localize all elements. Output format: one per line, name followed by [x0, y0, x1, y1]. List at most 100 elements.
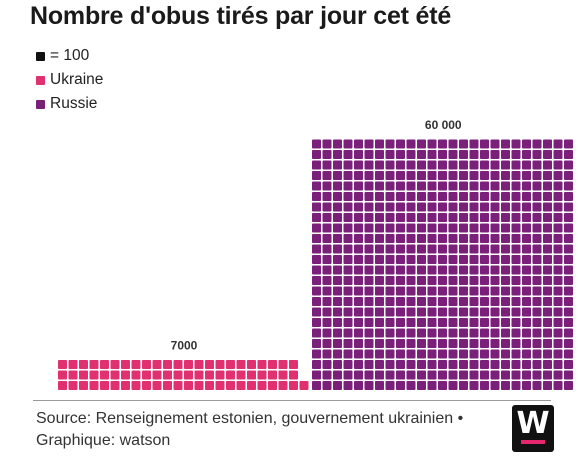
waffle-square — [299, 381, 309, 390]
waffle-square — [480, 370, 489, 380]
waffle-square — [322, 370, 332, 380]
waffle-square — [469, 255, 479, 264]
waffle-square — [459, 244, 468, 254]
waffle-square — [438, 202, 447, 212]
waffle-square — [480, 213, 489, 222]
waffle-square — [406, 171, 416, 180]
waffle-square — [396, 223, 405, 233]
waffle-square — [417, 223, 426, 233]
waffle-square — [490, 370, 500, 380]
waffle-square — [417, 370, 426, 380]
waffle-square — [343, 150, 353, 159]
waffle-square — [501, 255, 510, 264]
waffle-square — [417, 150, 426, 159]
waffle-square — [375, 150, 384, 159]
waffle-square — [396, 234, 405, 243]
waffle-square — [343, 328, 353, 338]
waffle-square — [364, 160, 374, 170]
waffle-square — [532, 276, 542, 285]
waffle-square — [511, 181, 521, 191]
waffle-square — [364, 171, 374, 180]
waffle-square — [417, 265, 426, 275]
waffle-square — [501, 276, 510, 285]
waffle-square — [522, 202, 531, 212]
waffle-square — [564, 339, 573, 348]
waffle-square — [469, 202, 479, 212]
waffle-square — [375, 139, 384, 149]
waffle-square — [322, 276, 332, 285]
waffle-square — [406, 328, 416, 338]
waffle-square — [406, 223, 416, 233]
waffle-square — [375, 202, 384, 212]
waffle-square — [553, 171, 563, 180]
waffle-square — [448, 339, 458, 348]
waffle-square — [333, 213, 342, 222]
waffle-square — [385, 171, 395, 180]
waffle-square — [312, 349, 321, 359]
waffle-square — [375, 370, 384, 380]
waffle-square — [354, 360, 363, 369]
waffle-square — [438, 234, 447, 243]
waffle-square — [511, 339, 521, 348]
waffle-square — [532, 202, 542, 212]
waffle-square — [543, 139, 552, 149]
waffle-square — [448, 328, 458, 338]
waffle-square — [343, 349, 353, 359]
waffle-square — [564, 265, 573, 275]
waffle-square — [522, 307, 531, 317]
waffle-square — [333, 328, 342, 338]
waffle-square — [343, 139, 353, 149]
waffle-square — [322, 223, 332, 233]
waffle-square — [396, 202, 405, 212]
waffle-square — [184, 370, 193, 380]
waffle-square — [312, 370, 321, 380]
waffle-square — [375, 255, 384, 264]
waffle-square — [490, 328, 500, 338]
waffle-square — [333, 339, 342, 348]
waffle-square — [543, 370, 552, 380]
waffle-square — [312, 223, 321, 233]
waffle-square — [438, 171, 447, 180]
waffle-square — [459, 223, 468, 233]
waffle-square — [427, 202, 437, 212]
waffle-square — [459, 297, 468, 306]
waffle-square — [278, 381, 288, 390]
waffle-square — [364, 234, 374, 243]
waffle-square — [427, 192, 437, 201]
waffle-square — [459, 318, 468, 327]
value-label-ukraine: 7000 — [171, 339, 198, 353]
waffle-square — [322, 150, 332, 159]
waffle-square — [543, 255, 552, 264]
waffle-square — [522, 297, 531, 306]
waffle-square — [257, 360, 267, 369]
waffle-square — [58, 381, 67, 390]
waffle-square — [490, 276, 500, 285]
waffle-square — [322, 139, 332, 149]
waffle-square — [375, 234, 384, 243]
waffle-square — [543, 223, 552, 233]
waffle-square — [532, 265, 542, 275]
waffle-square — [438, 265, 447, 275]
waffle-square — [226, 370, 235, 380]
waffle-square — [564, 202, 573, 212]
waffle-square — [448, 286, 458, 296]
waffle-square — [68, 381, 78, 390]
waffle-square — [417, 276, 426, 285]
waffle-square — [480, 202, 489, 212]
waffle-square — [322, 381, 332, 390]
waffle-square — [553, 381, 563, 390]
waffle-square — [406, 297, 416, 306]
waffle-square — [522, 234, 531, 243]
waffle-square — [100, 381, 109, 390]
waffle-square — [511, 213, 521, 222]
waffle-square — [511, 370, 521, 380]
waffle-square — [459, 192, 468, 201]
waffle-square — [522, 276, 531, 285]
waffle-square — [417, 202, 426, 212]
waffle-square — [490, 244, 500, 254]
waffle-square — [564, 349, 573, 359]
waffle-square — [511, 202, 521, 212]
waffle-square — [564, 286, 573, 296]
waffle-square — [490, 286, 500, 296]
waffle-square — [564, 181, 573, 191]
